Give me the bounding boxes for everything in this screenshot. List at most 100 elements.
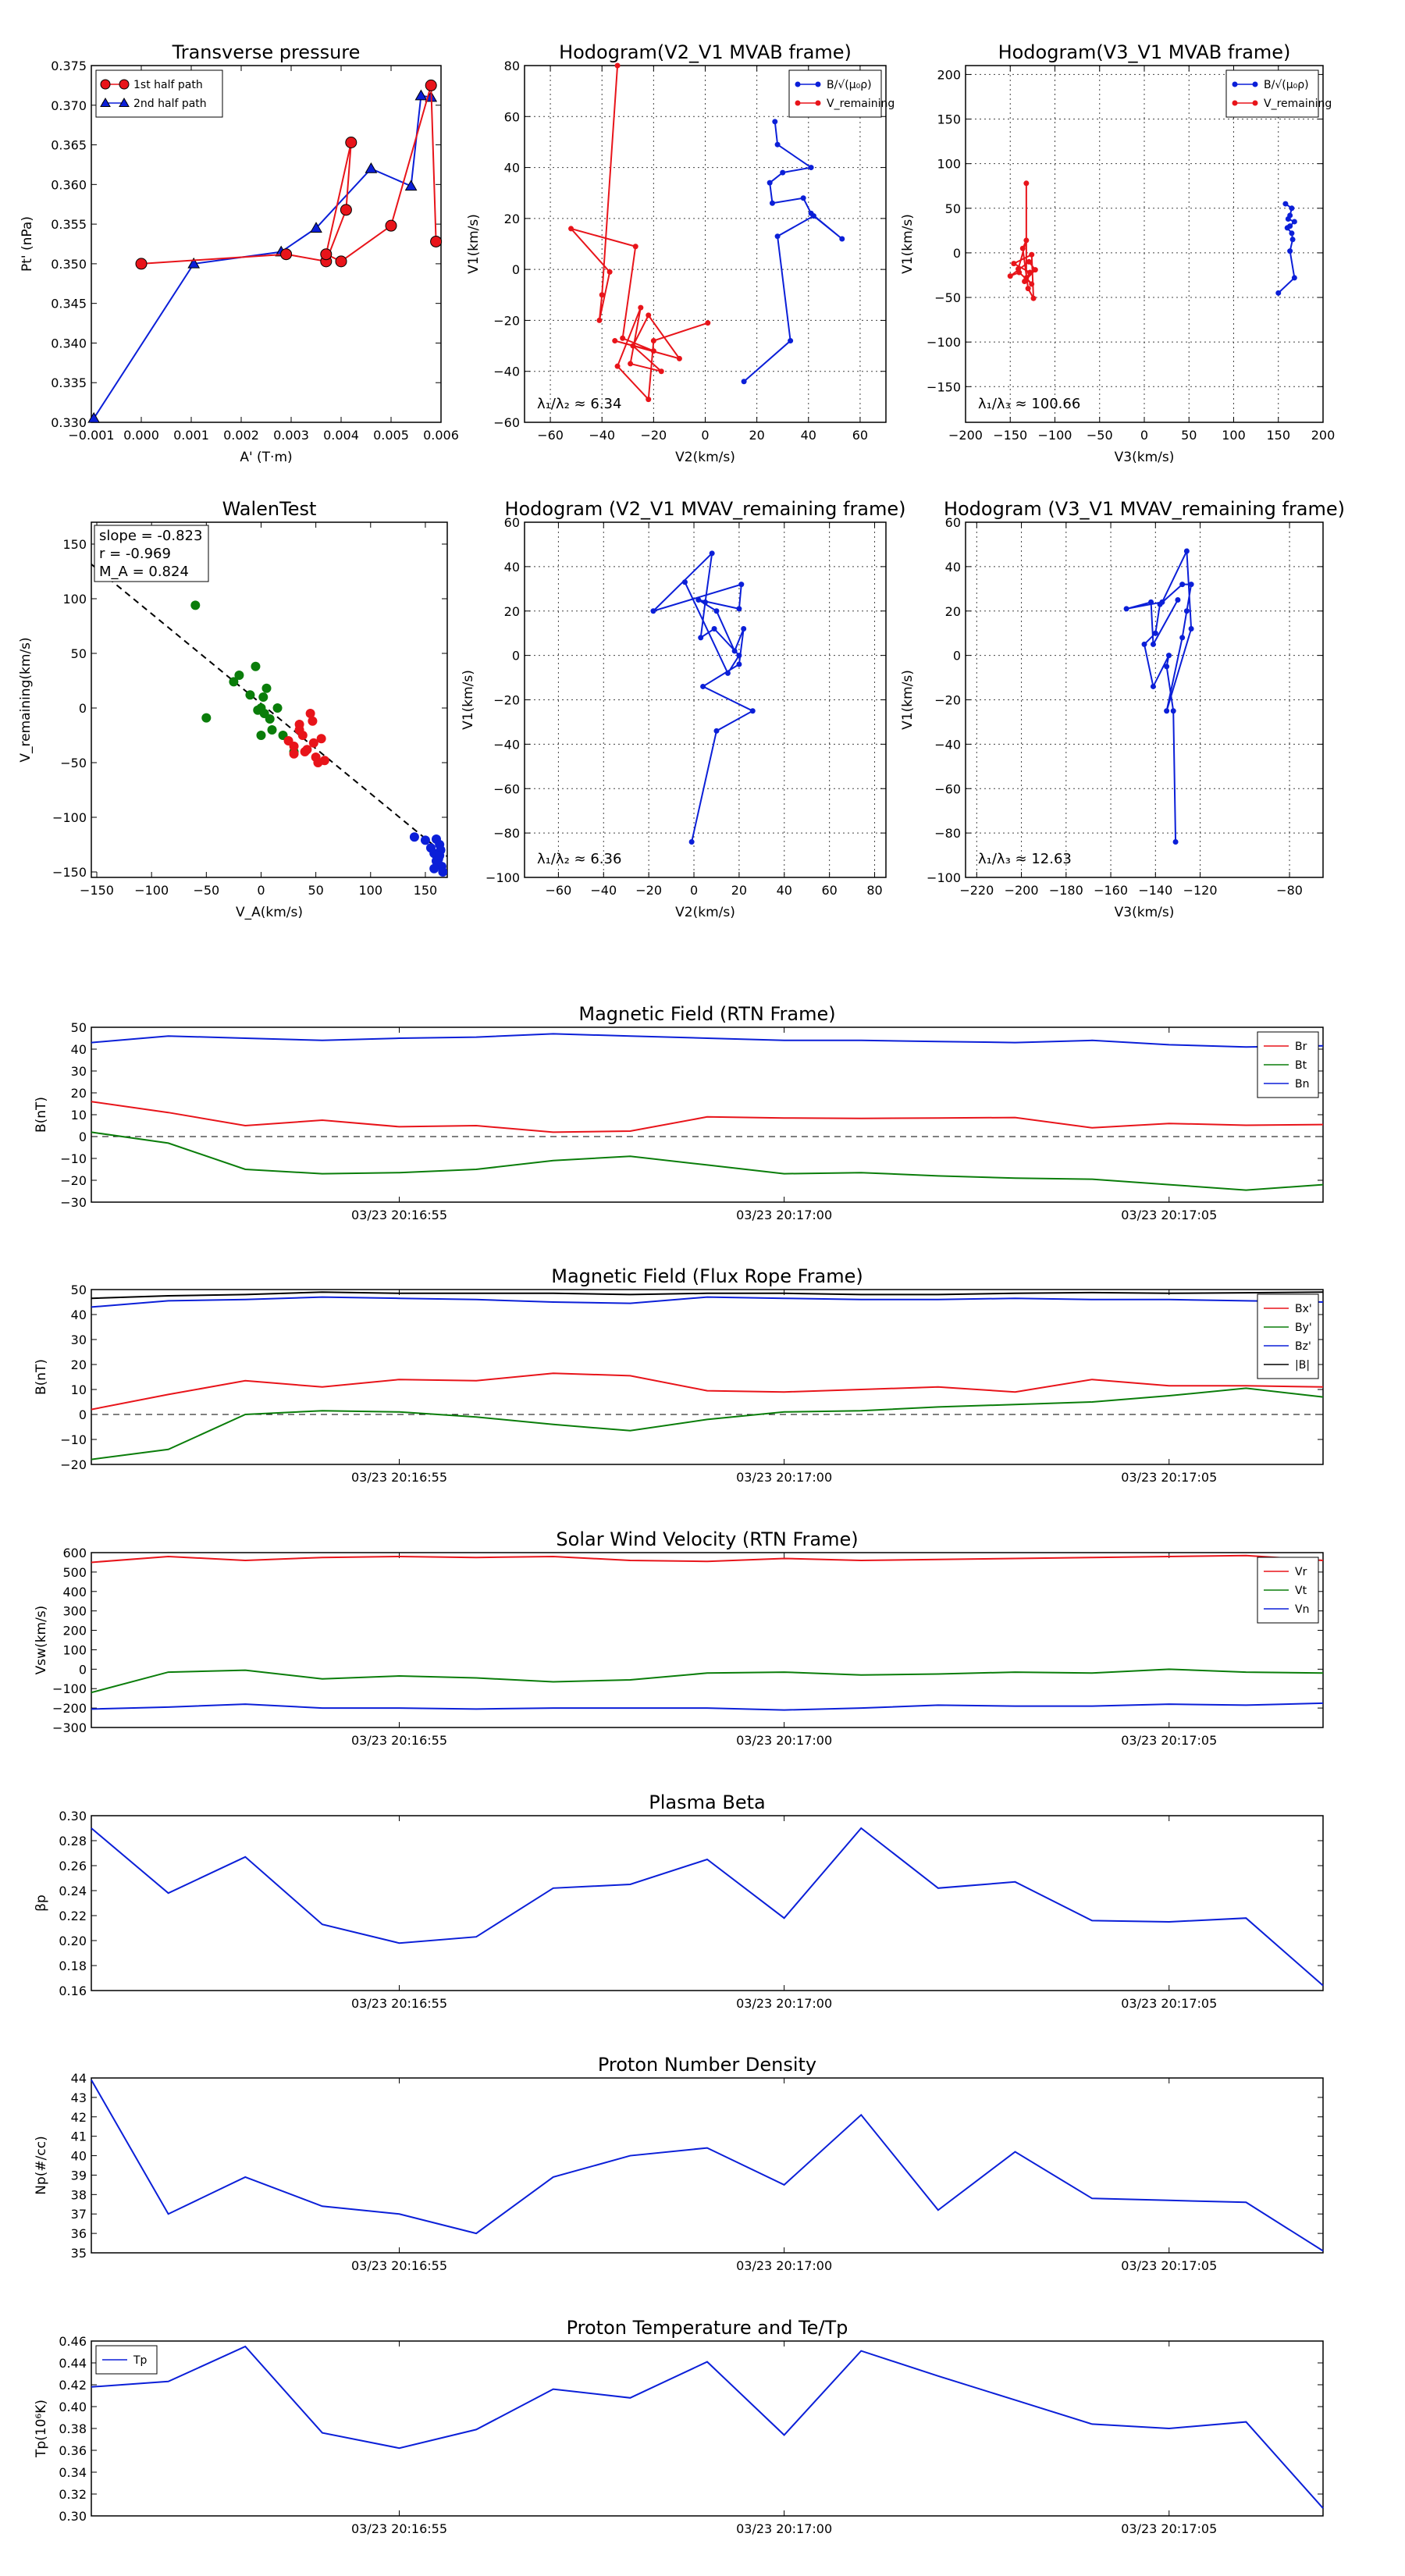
data-point xyxy=(650,338,656,344)
x-tick-label: 03/23 20:16:55 xyxy=(351,2521,447,2536)
data-point xyxy=(1179,582,1186,588)
chart-timeseries-11: 0.30 0.32 0.34 0.36 0.38 0.40 0.42 0.44 0.46 03/2… xyxy=(34,2317,1324,2536)
data-point xyxy=(1023,237,1030,244)
data-point xyxy=(335,255,347,268)
data-point xyxy=(87,411,101,423)
y-tick-label: 43 xyxy=(71,2090,87,2105)
data-point xyxy=(788,338,794,344)
data-point xyxy=(100,79,111,90)
y-axis-label: V1(km/s) xyxy=(900,670,916,730)
y-tick-label: 0 xyxy=(953,246,961,261)
y-tick-label: 50 xyxy=(71,646,87,661)
y-axis-label: V1(km/s) xyxy=(461,670,476,730)
series-line xyxy=(91,1827,1324,1987)
y-tick-label: −20 xyxy=(493,693,520,708)
y-tick-label: 100 xyxy=(62,592,87,607)
data-point xyxy=(340,204,352,216)
x-tick-label: 0.000 xyxy=(123,428,159,443)
data-point xyxy=(119,97,130,107)
data-point xyxy=(256,703,266,713)
y-tick-label: 0.375 xyxy=(51,59,87,73)
y-tick-label: 0.345 xyxy=(51,297,87,311)
legend-marker xyxy=(1252,81,1258,87)
legend-box xyxy=(788,69,882,118)
x-tick-label: 150 xyxy=(1266,428,1290,443)
plot-frame xyxy=(91,65,442,423)
x-tick-label: −150 xyxy=(993,428,1027,443)
series-line xyxy=(91,1296,1324,1308)
y-tick-label: 0.34 xyxy=(59,2465,87,2480)
legend-label: Bn xyxy=(1295,1078,1309,1091)
y-tick-label: 0 xyxy=(79,1407,87,1422)
x-tick-label: 20 xyxy=(749,428,764,443)
y-tick-label: 41 xyxy=(71,2129,87,2144)
data-point xyxy=(713,728,720,734)
data-point xyxy=(1175,597,1181,603)
data-point xyxy=(630,343,636,349)
data-point xyxy=(267,725,277,735)
y-tick-label: 20 xyxy=(71,1086,87,1101)
x-tick-label: −60 xyxy=(546,883,572,898)
data-point xyxy=(1029,281,1035,287)
legend-label: V_remaining xyxy=(1264,98,1332,110)
data-point xyxy=(713,608,720,614)
stats-text: M_A = 0.824 xyxy=(99,564,189,580)
y-tick-label: −200 xyxy=(52,1701,87,1716)
series-line xyxy=(91,1131,1324,1191)
y-tick-label: 20 xyxy=(504,212,520,226)
legend-label: Bz' xyxy=(1295,1340,1311,1353)
y-tick-label: −100 xyxy=(52,1681,87,1696)
y-tick-label: 0.355 xyxy=(51,217,87,232)
series-line xyxy=(91,1033,1324,1048)
x-tick-label: −200 xyxy=(1005,883,1039,898)
data-point xyxy=(289,742,299,751)
data-point xyxy=(310,222,322,233)
y-tick-label: 200 xyxy=(937,67,961,82)
y-tick-label: 50 xyxy=(945,201,961,216)
eigenvalue-ratio: λ₁/λ₃ ≈ 12.63 xyxy=(978,851,1072,867)
data-point xyxy=(620,335,626,341)
x-tick-label: 100 xyxy=(359,883,383,898)
data-point xyxy=(320,248,333,261)
chart-timeseries-8: −300 −200 −100 0 100 200 300 400 500 600 03/23 20:… xyxy=(34,1528,1324,1748)
x-tick-label: −150 xyxy=(80,883,114,898)
plot-frame xyxy=(91,521,448,878)
data-point xyxy=(568,226,574,232)
y-tick-label: 10 xyxy=(71,1382,87,1397)
data-point xyxy=(1172,839,1179,845)
y-axis-label: V1(km/s) xyxy=(466,214,482,274)
data-point xyxy=(774,141,781,148)
data-point xyxy=(258,692,269,702)
y-tick-label: 0.32 xyxy=(59,2487,87,2502)
data-point xyxy=(190,600,201,610)
data-point xyxy=(404,180,418,191)
plot-frame xyxy=(524,521,887,878)
y-tick-label: −50 xyxy=(60,756,87,770)
data-point xyxy=(245,690,255,700)
x-tick-label: 0 xyxy=(701,428,709,443)
y-tick-label: −80 xyxy=(493,826,520,841)
y-tick-label: 44 xyxy=(71,2071,87,2086)
data-point xyxy=(646,312,652,318)
data-point xyxy=(1019,245,1026,251)
y-tick-label: 0.20 xyxy=(59,1934,87,1948)
data-point xyxy=(711,626,717,632)
y-tick-label: 0.40 xyxy=(59,2400,87,2414)
x-tick-label: 50 xyxy=(1181,428,1197,443)
legend-label: |B| xyxy=(1295,1359,1310,1372)
data-point xyxy=(650,348,656,354)
legend-label: Br xyxy=(1295,1041,1307,1053)
y-axis-label: B(nT) xyxy=(34,1359,49,1395)
y-tick-label: 0.28 xyxy=(59,1834,87,1848)
fit-line xyxy=(91,564,447,858)
data-point xyxy=(612,338,618,344)
x-tick-label: 03/23 20:17:00 xyxy=(736,1996,832,2011)
plot-frame xyxy=(91,1552,1324,1728)
data-point xyxy=(646,397,652,403)
legend-label: Tp xyxy=(133,2354,148,2367)
y-tick-label: 40 xyxy=(945,560,961,575)
x-tick-label: −80 xyxy=(1276,883,1303,898)
data-point xyxy=(1287,212,1293,219)
y-tick-label: 0.30 xyxy=(59,1809,87,1823)
x-tick-label: −120 xyxy=(1183,883,1218,898)
